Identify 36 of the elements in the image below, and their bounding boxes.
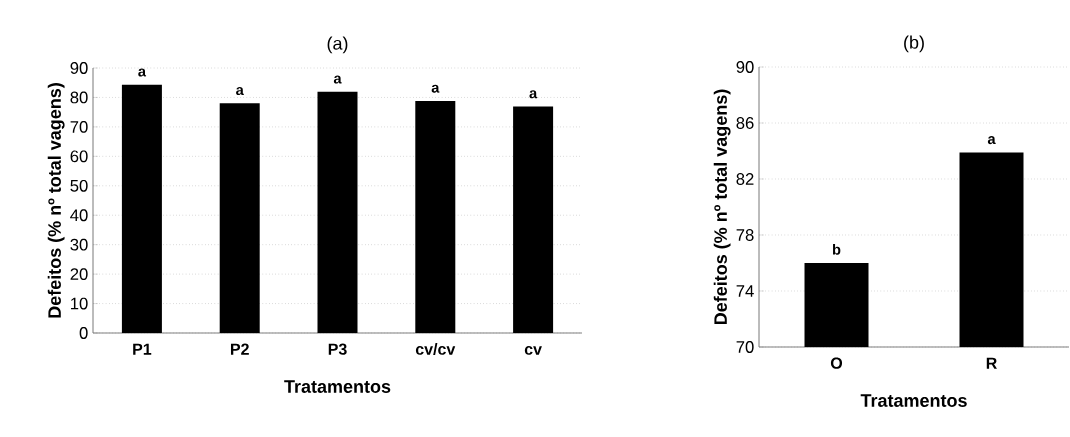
x-axis-title: Tratamentos	[860, 394, 967, 407]
annotation: a	[987, 136, 996, 145]
y-tick-label: 86	[736, 117, 754, 129]
y-tick-label: 30	[70, 238, 88, 251]
x-tick-label: cv/cv	[415, 343, 456, 355]
x-tick-label: P3	[328, 343, 347, 355]
y-axis-title: Defeitos (% nº total vagens)	[713, 89, 731, 325]
x-axis-title: Tratamentos	[284, 380, 391, 393]
y-tick-label: 0	[79, 327, 88, 339]
chart-title: (b)	[904, 35, 924, 53]
x-tick-label: P2	[230, 343, 249, 355]
annotation: a	[333, 75, 342, 84]
y-tick-label: 74	[736, 285, 754, 297]
y-tick-label: 20	[70, 268, 88, 281]
annotation: a	[236, 87, 244, 96]
y-tick-label: 50	[70, 179, 88, 192]
y-tick-label: 82	[736, 173, 754, 185]
chart-title: (a)	[327, 36, 348, 54]
y-tick-label: 78	[736, 229, 754, 241]
annotation: b	[832, 243, 841, 255]
y-axis-title: Defeitos (% nº total vagens)	[47, 83, 65, 318]
annotation: a	[529, 90, 538, 99]
y-tick-label: 40	[70, 209, 88, 222]
y-tick-label: 70	[70, 121, 88, 133]
y-tick-label: 80	[70, 91, 88, 104]
y-tick-label: 10	[71, 297, 88, 310]
x-tick-label: P1	[133, 343, 152, 355]
y-tick-label: 70	[736, 341, 754, 353]
annotation: a	[431, 84, 440, 93]
x-tick-label: R	[986, 357, 997, 369]
x-tick-label: cv	[524, 346, 542, 355]
y-tick-label: 90	[70, 62, 88, 74]
y-tick-label: 60	[70, 150, 88, 163]
annotation: a	[138, 68, 147, 77]
x-tick-label: O	[830, 357, 843, 369]
y-tick-label: 90	[736, 61, 754, 73]
